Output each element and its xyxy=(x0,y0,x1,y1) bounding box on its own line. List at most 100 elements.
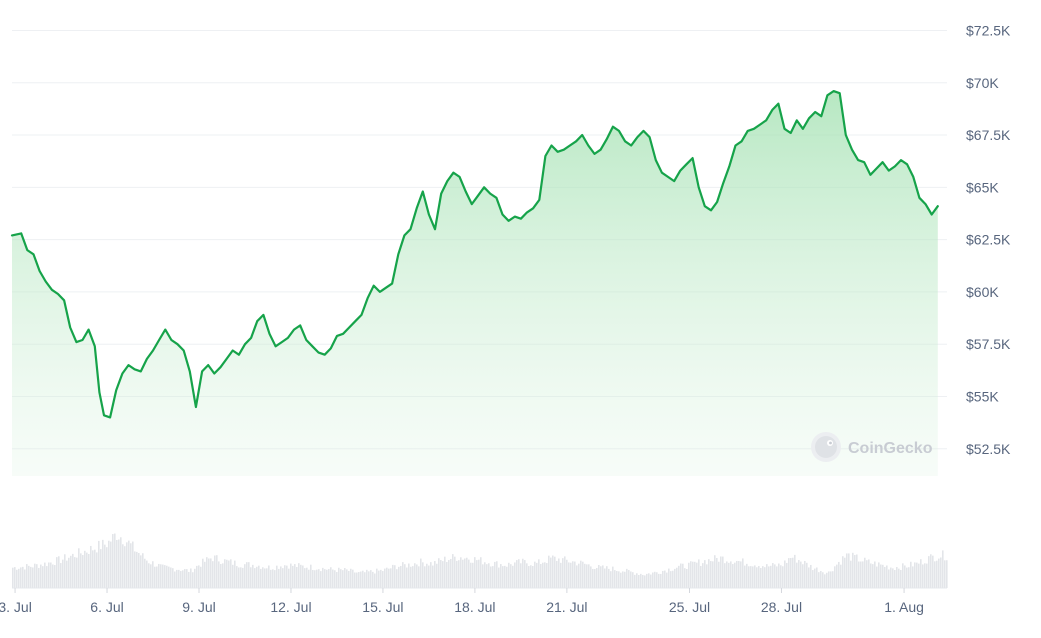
price-line xyxy=(10,90,939,419)
volume-bar xyxy=(216,555,218,588)
volume-bar xyxy=(562,558,564,588)
volume-bar xyxy=(418,566,420,588)
volume-bar xyxy=(62,559,64,588)
volume-bar xyxy=(376,568,378,588)
volume-bar xyxy=(708,559,710,588)
volume-bar xyxy=(770,565,772,588)
volume-bar xyxy=(486,564,488,588)
volume-bar xyxy=(240,567,242,588)
volume-bar xyxy=(812,570,814,588)
x-tick-label: 6. Jul xyxy=(90,599,123,615)
volume-bar xyxy=(940,557,942,588)
volume-bar xyxy=(156,566,158,588)
volume-bar xyxy=(526,563,528,588)
volume-bar xyxy=(36,564,38,588)
volume-bar xyxy=(794,554,796,588)
volume-bar xyxy=(66,560,68,588)
volume-bar xyxy=(440,560,442,588)
volume-bar xyxy=(628,570,630,588)
volume-bar xyxy=(32,567,34,588)
volume-bar xyxy=(344,568,346,588)
volume-bar xyxy=(452,554,454,588)
volume-bar xyxy=(384,568,386,588)
volume-bar xyxy=(736,560,738,588)
watermark-label: CoinGecko xyxy=(848,440,933,457)
volume-bar xyxy=(420,558,422,588)
volume-bar xyxy=(386,567,388,588)
volume-bar xyxy=(572,561,574,588)
volume-bar xyxy=(704,560,706,588)
volume-bar xyxy=(380,569,382,588)
volume-bar xyxy=(242,567,244,588)
volume-bar xyxy=(234,560,236,588)
volume-bar xyxy=(642,574,644,588)
volume-bar xyxy=(238,567,240,588)
volume-bar xyxy=(786,562,788,588)
volume-bar xyxy=(222,563,224,588)
volume-bar xyxy=(436,563,438,588)
volume-bar xyxy=(146,560,148,588)
volume-bar xyxy=(86,552,88,588)
y-tick-label: $62.5K xyxy=(966,232,1011,248)
volume-bar xyxy=(116,540,118,588)
volume-bar xyxy=(266,568,268,588)
volume-bar xyxy=(632,572,634,588)
volume-bar xyxy=(296,567,298,588)
volume-bar xyxy=(928,556,930,588)
volume-bar xyxy=(142,553,144,588)
volume-bar xyxy=(730,561,732,588)
volume-bar xyxy=(110,541,112,588)
volume-bar xyxy=(478,559,480,588)
volume-bar xyxy=(554,556,556,588)
volume-bar xyxy=(164,565,166,588)
volume-bar xyxy=(454,556,456,588)
volume-bar xyxy=(398,566,400,588)
volume-bar xyxy=(612,566,614,588)
volume-bar xyxy=(438,558,440,588)
volume-bar xyxy=(58,556,60,588)
volume-bar xyxy=(676,567,678,588)
volume-bar xyxy=(666,572,668,588)
volume-bar xyxy=(106,547,108,588)
volume-bar xyxy=(806,562,808,588)
x-tick-label: 18. Jul xyxy=(454,599,495,615)
volume-bar xyxy=(884,566,886,588)
volume-bar xyxy=(762,566,764,588)
volume-bar xyxy=(178,569,180,588)
volume-bar xyxy=(700,565,702,588)
volume-bar xyxy=(374,573,376,588)
price-area xyxy=(12,91,938,476)
volume-bar xyxy=(194,568,196,588)
volume-bar xyxy=(910,561,912,588)
volume-bar xyxy=(212,561,214,588)
volume-bar xyxy=(406,567,408,588)
volume-bar xyxy=(138,553,140,588)
volume-bar xyxy=(284,565,286,588)
volume-bar xyxy=(166,565,168,588)
volume-bar xyxy=(342,570,344,588)
coingecko-gecko-icon xyxy=(811,432,841,462)
volume-bar xyxy=(20,567,22,588)
x-tick-label: 12. Jul xyxy=(270,599,311,615)
volume-bar xyxy=(580,560,582,588)
volume-bar xyxy=(530,565,532,588)
volume-bar xyxy=(332,569,334,588)
volume-bar xyxy=(448,560,450,588)
volume-bar xyxy=(898,568,900,588)
volume-bar xyxy=(644,575,646,588)
volume-bar xyxy=(204,561,206,588)
volume-bar xyxy=(102,539,104,588)
volume-bar xyxy=(294,564,296,588)
volume-bar xyxy=(208,558,210,588)
volume-bar xyxy=(598,565,600,588)
volume-bar xyxy=(814,568,816,588)
volume-bar xyxy=(16,569,18,588)
volume-bar xyxy=(232,564,234,588)
volume-bar xyxy=(308,569,310,588)
volume-bar xyxy=(828,571,830,588)
volume-bar xyxy=(414,563,416,588)
volume-bar xyxy=(198,565,200,588)
volume-bar xyxy=(68,557,70,588)
volume-bar xyxy=(364,572,366,588)
volume-bar xyxy=(596,568,598,588)
